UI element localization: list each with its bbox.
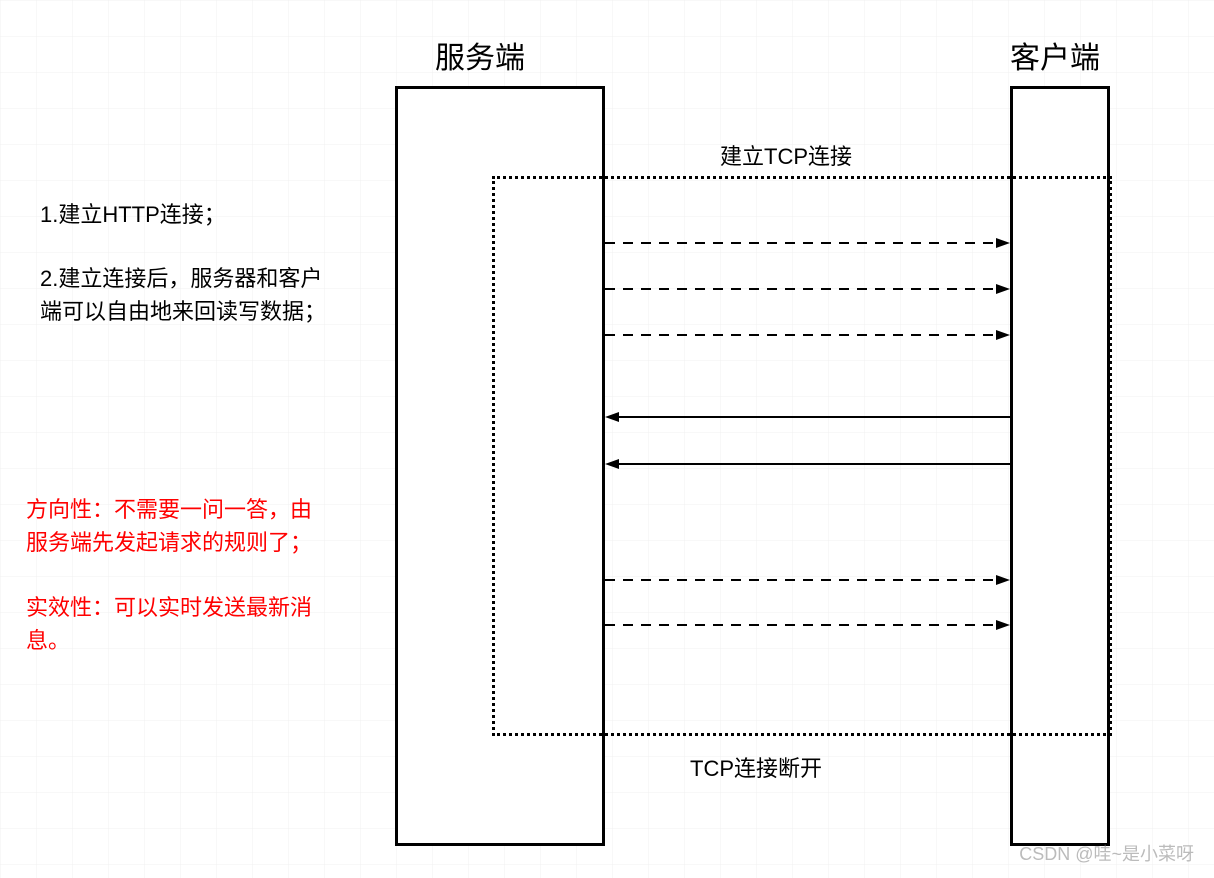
arrows-layer: [0, 0, 1214, 878]
arrow-head-req3: [996, 330, 1010, 340]
arrow-head-req2: [996, 284, 1010, 294]
arrow-head-push2: [996, 620, 1010, 630]
arrow-head-resp1: [605, 412, 619, 422]
watermark: CSDN @哇~是小菜呀: [1019, 840, 1194, 866]
arrow-head-resp2: [605, 459, 619, 469]
arrow-head-req1: [996, 238, 1010, 248]
arrow-head-push1: [996, 575, 1010, 585]
